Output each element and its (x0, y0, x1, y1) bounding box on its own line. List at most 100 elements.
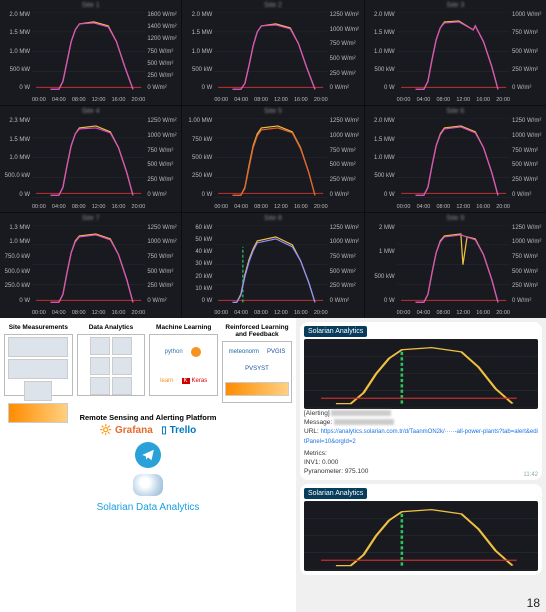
y-right-axis: 1250 W/m²1000 W/m²750 W/m²500 W/m²250 W/… (330, 118, 362, 197)
telegram-icon (135, 442, 161, 468)
thumb (24, 381, 52, 401)
page-number: 18 (527, 596, 540, 610)
dashboard-grid: Site 12.0 MW1.5 MW1.0 MW500 kW0 W1600 W/… (0, 0, 546, 318)
info-column: Machine Learning python learnKKeras (149, 324, 218, 403)
y-left-axis: 60 kW50 kW40 kW30 kW20 kW10 kW0 W (184, 225, 212, 304)
lower-section: Site Measurements Data AnalyticsMachine L… (0, 318, 546, 612)
message-line: Message: (304, 418, 538, 427)
plot-area (397, 12, 510, 91)
chart-title: Site 6 (446, 108, 464, 115)
platform-logos: 🔆 Grafana ▯ Trello (4, 425, 292, 436)
chart-title: Site 7 (82, 215, 100, 222)
chart-title: Site 3 (446, 2, 464, 9)
tech-logo: PVSYST (242, 365, 272, 373)
chart-title: Site 9 (446, 215, 464, 222)
alert-blur (331, 410, 391, 416)
info-column: Data Analytics (77, 324, 146, 403)
chart-panel: Site 62.0 MW1.5 MW1.0 MW500 kW0 W1250 W/… (365, 106, 546, 211)
plot-area (214, 12, 327, 91)
thumb (8, 337, 68, 357)
plot-area (214, 118, 327, 197)
company-name: Solarian Data Analytics (4, 502, 292, 513)
tech-logo: python (162, 348, 186, 356)
x-axis: 00:0004:0008:0012:0016:0020:00 (214, 204, 327, 210)
y-right-axis: 1250 W/m²1000 W/m²750 W/m²500 W/m²250 W/… (330, 12, 362, 91)
x-axis: 00:0004:0008:0012:0016:0020:00 (214, 97, 327, 103)
thumb (8, 403, 68, 423)
chat-header-2: Solarian Analytics (304, 488, 367, 499)
tech-logo (188, 346, 206, 358)
x-axis: 00:0004:0008:0012:0016:0020:00 (32, 310, 145, 316)
col-title: Machine Learning (149, 324, 218, 331)
trello-logo: ▯ Trello (161, 425, 196, 436)
y-right-axis: 1250 W/m²1000 W/m²750 W/m²500 W/m²250 W/… (512, 118, 544, 197)
thumb (8, 359, 68, 379)
gradient-thumb (225, 382, 289, 396)
x-axis: 00:0004:0008:0012:0016:0020:00 (214, 310, 327, 316)
chart-title: Site 8 (264, 215, 282, 222)
info-column: Reinforced Learning and Feedbackmeteonor… (222, 324, 292, 403)
plot-area (397, 118, 510, 197)
chat-bubble-1: Solarian Analytics [Alerting] Message: U… (300, 322, 542, 480)
chart-panel: Site 860 kW50 kW40 kW30 kW20 kW10 kW0 W1… (182, 213, 363, 318)
tech-logo: KKeras (179, 377, 211, 385)
plot-area (32, 12, 145, 91)
thumb (112, 337, 132, 355)
tech-logo: PVGIS (264, 348, 288, 356)
thumb (90, 377, 110, 395)
chat-side: Solarian Analytics [Alerting] Message: U… (296, 318, 546, 612)
y-right-axis: 1600 W/m²1400 W/m²1200 W/m²750 W/m²500 W… (147, 12, 179, 91)
chat-url[interactable]: https://analytics.solarian.com.tr/d/Taan… (304, 429, 538, 444)
y-right-axis: 1250 W/m²1000 W/m²750 W/m²500 W/m²250 W/… (147, 118, 179, 197)
plot-area (32, 225, 145, 304)
metrics-label: Metrics: (304, 449, 538, 458)
alert-label: [Alerting] (304, 410, 330, 417)
y-left-axis: 2.0 MW1.5 MW1.0 MW500 kW0 W (367, 12, 395, 91)
col-title: Data Analytics (77, 324, 146, 331)
y-right-axis: 1250 W/m²1000 W/m²750 W/m²500 W/m²250 W/… (512, 225, 544, 304)
x-axis: 00:0004:0008:0012:0016:0020:00 (397, 204, 510, 210)
thumb (90, 337, 110, 355)
col-title: Reinforced Learning and Feedback (222, 324, 292, 338)
col-title: Site Measurements (4, 324, 73, 331)
chat-bubble-2: Solarian Analytics (300, 484, 542, 575)
url-label: URL: (304, 428, 319, 435)
chart-title: Site 1 (82, 2, 100, 9)
x-axis: 00:0004:0008:0012:0016:0020:00 (32, 97, 145, 103)
chart-panel: Site 71.3 MW1.0 MW750.0 kW500.0 kW250.0 … (0, 213, 181, 318)
chat-chart-1 (304, 339, 538, 409)
col-body: python learnKKeras (149, 334, 218, 396)
chart-panel: Site 3 2.0 MW1.5 MW1.0 MW500 kW0 W 1000 W/… (365, 0, 546, 105)
tech-logo: learn (157, 377, 176, 385)
metric-2: Pyranometer: 975.100 (304, 467, 538, 476)
chart-panel: Site 42.3 MW1.5 MW1.0 MW500.0 kW0 W1250 … (0, 106, 181, 211)
chat-time: 11:42 (523, 472, 538, 478)
y-left-axis: 2.0 MW1.5 MW1.0 MW500 kW0 W (184, 12, 212, 91)
message-label: Message: (304, 419, 332, 426)
y-right-axis: 1000 W/m²750 W/m²500 W/m²250 W/m²0 W/m² (512, 12, 544, 91)
alert-line: [Alerting] (304, 409, 538, 418)
chat-header: Solarian Analytics (304, 326, 367, 337)
plot-area (397, 225, 510, 304)
plot-area (214, 225, 327, 304)
plot-area (32, 118, 145, 197)
chart-panel: Site 1 2.0 MW1.5 MW1.0 MW500 kW0 W 1600 W/… (0, 0, 181, 105)
chart-title: Site 5 (264, 108, 282, 115)
thumb (90, 357, 110, 375)
chart-title: Site 2 (264, 2, 282, 9)
message-blur (334, 419, 394, 425)
trello-label: Trello (170, 425, 197, 436)
metric-1: INV1: 0.000 (304, 458, 538, 467)
y-left-axis: 2.0 MW1.5 MW1.0 MW500 kW0 W (2, 12, 30, 91)
chat-chart-2 (304, 501, 538, 571)
grafana-logo: 🔆 Grafana (100, 425, 153, 436)
y-right-axis: 1250 W/m²1000 W/m²750 W/m²500 W/m²250 W/… (147, 225, 179, 304)
chart-panel: Site 92 MW1 MW500 kW0 W1250 W/m²1000 W/m… (365, 213, 546, 318)
chart-title: Site 4 (82, 108, 100, 115)
info-left: Site Measurements Data AnalyticsMachine L… (0, 318, 296, 612)
thumb (112, 377, 132, 395)
thumb (112, 357, 132, 375)
col-body (77, 334, 146, 396)
earth-icon (133, 474, 163, 496)
chart-panel: Site 51.00 MW750 kW500 kW250 kW0 W1250 W… (182, 106, 363, 211)
